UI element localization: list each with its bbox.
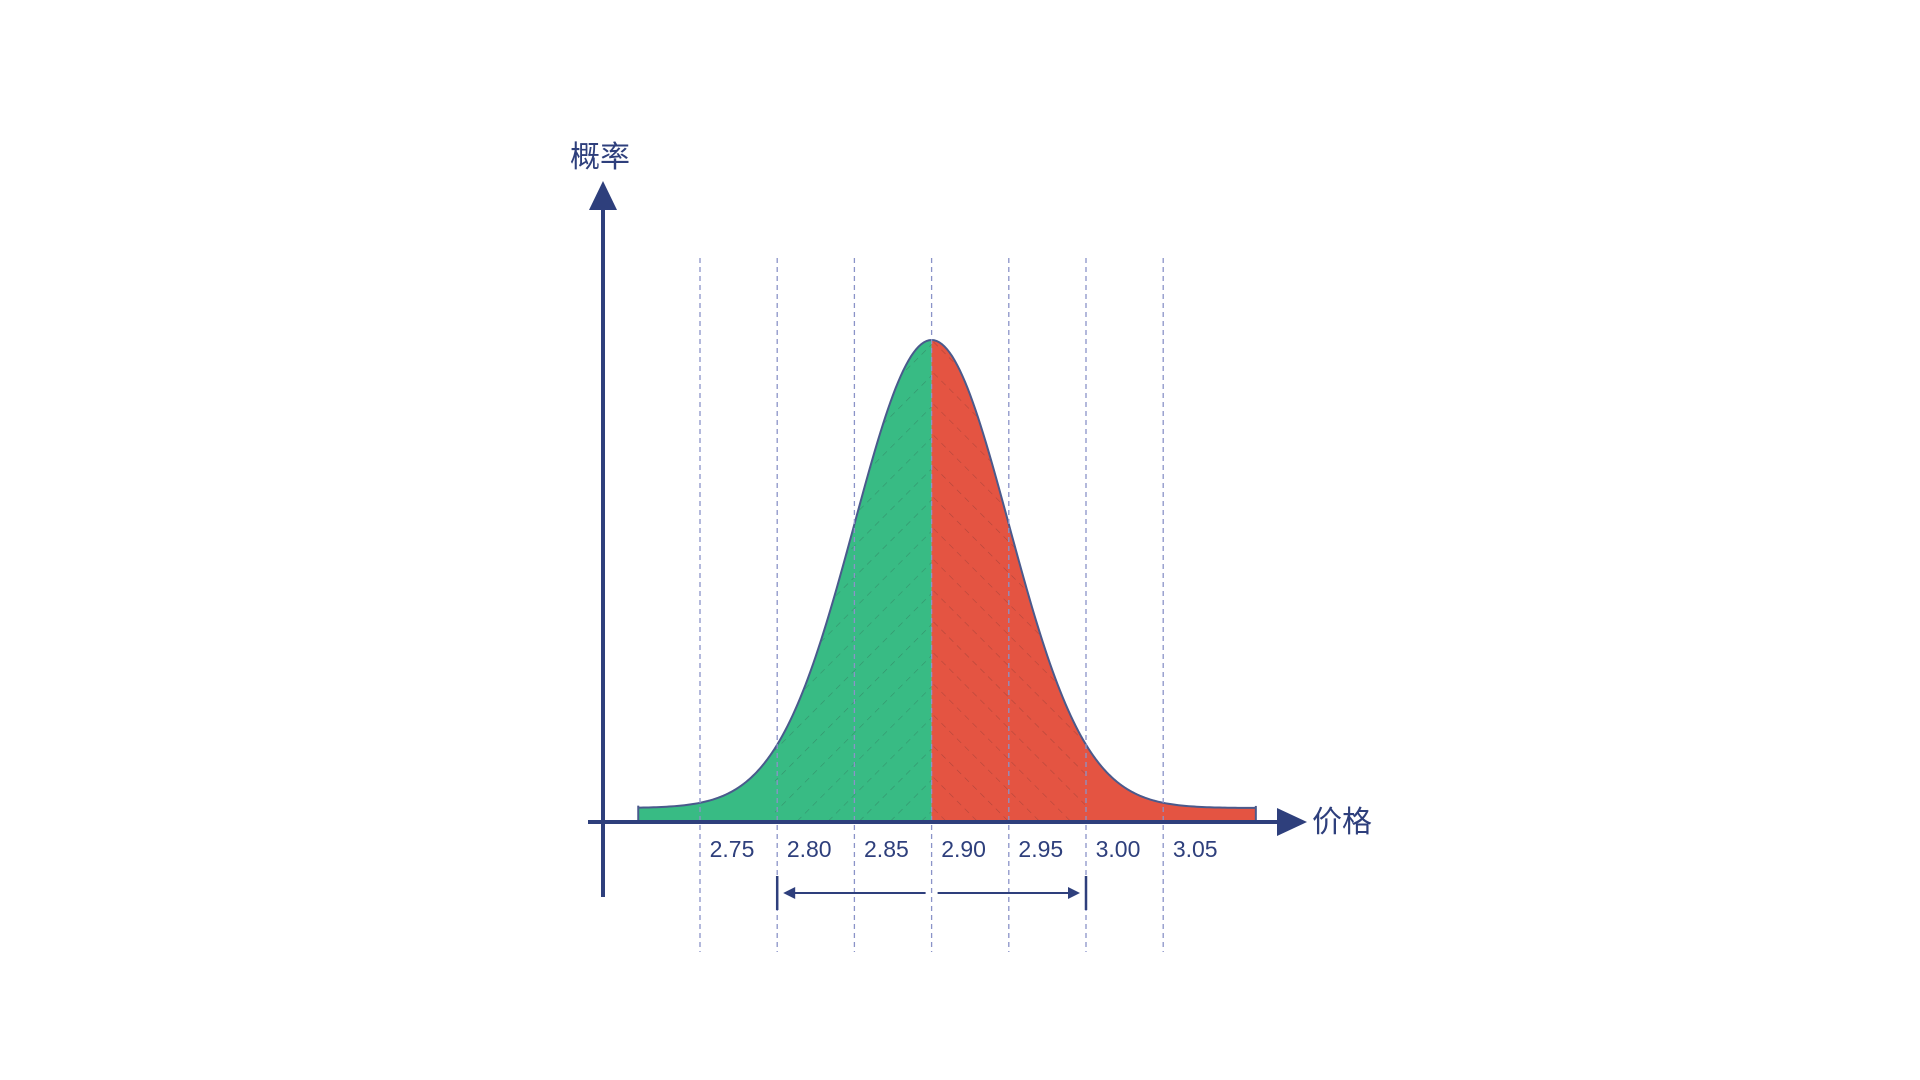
range-indicator bbox=[775, 876, 1088, 910]
range-right-arrowhead bbox=[1068, 887, 1080, 899]
vertical-gridlines bbox=[699, 258, 1164, 952]
x-tick-labels: 2.75 2.80 2.85 2.90 2.95 3.00 3.05 bbox=[710, 836, 1218, 862]
x-tick-label-2.95: 2.95 bbox=[1018, 836, 1063, 862]
x-axis-label: 价格 bbox=[1312, 805, 1372, 840]
distribution-curve bbox=[638, 338, 1256, 809]
range-left-arrowhead bbox=[783, 887, 796, 899]
y-axis-arrowhead bbox=[589, 181, 617, 210]
x-tick-label-2.85: 2.85 bbox=[864, 836, 909, 862]
x-tick-label-2.75: 2.75 bbox=[710, 836, 755, 862]
axes bbox=[588, 181, 1307, 897]
x-tick-label-2.80: 2.80 bbox=[787, 836, 832, 862]
distribution-regions bbox=[637, 338, 1257, 820]
x-tick-label-3.05: 3.05 bbox=[1173, 836, 1218, 862]
x-tick-label-2.90: 2.90 bbox=[941, 836, 986, 862]
y-axis-label: 概率 bbox=[570, 140, 630, 175]
x-axis-arrowhead bbox=[1277, 808, 1307, 836]
region-hatch-1 bbox=[775, 340, 932, 820]
x-tick-label-3.00: 3.00 bbox=[1096, 836, 1141, 862]
region-hatch-2 bbox=[931, 340, 1085, 820]
